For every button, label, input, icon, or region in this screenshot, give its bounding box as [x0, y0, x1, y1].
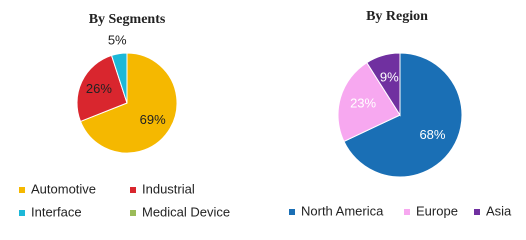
chart-title: By Region: [366, 9, 428, 24]
chart: By Segments 69% Automotive 26% Industrial 5% I…: [19, 9, 512, 219]
legend-label: North America: [301, 203, 384, 218]
data-label: 26%: [86, 81, 112, 96]
data-label: 69%: [140, 112, 166, 127]
pie-slice: [110, 52, 128, 104]
legend-label: Industrial: [142, 181, 195, 196]
legend-marker: [130, 187, 136, 193]
pie-slice: [366, 52, 401, 117]
pie-slice: [79, 52, 178, 154]
legend-marker: [474, 209, 480, 215]
pie-slice: [337, 61, 401, 143]
data-label: 5%: [108, 33, 127, 48]
chart-title: By Segments: [89, 12, 166, 27]
data-label: 23%: [350, 96, 376, 111]
legend-marker: [289, 209, 295, 215]
legend-label: Medical Device: [142, 204, 230, 219]
legend-marker: [19, 187, 25, 193]
legend-label: Asia: [486, 203, 512, 218]
legend-marker: [130, 210, 136, 216]
legend-label: Interface: [31, 204, 82, 219]
legend-marker: [404, 209, 410, 215]
legend-marker: [19, 210, 25, 216]
data-label: 68%: [419, 127, 445, 142]
data-label: 9%: [380, 70, 399, 85]
pie-slice: [76, 54, 128, 123]
legend-label: Automotive: [31, 181, 96, 196]
pie-slice: [343, 52, 463, 178]
legend-label: Europe: [416, 203, 458, 218]
